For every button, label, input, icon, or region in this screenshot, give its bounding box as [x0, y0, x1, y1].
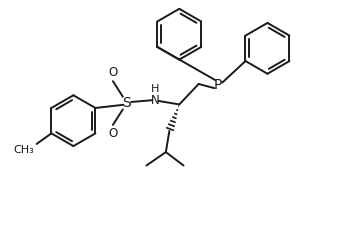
Text: H: H [151, 84, 159, 94]
Text: O: O [108, 127, 118, 140]
Text: N: N [151, 94, 160, 107]
Text: CH₃: CH₃ [14, 145, 34, 155]
Text: O: O [108, 66, 118, 79]
Text: P: P [214, 78, 222, 92]
Text: S: S [122, 96, 131, 110]
